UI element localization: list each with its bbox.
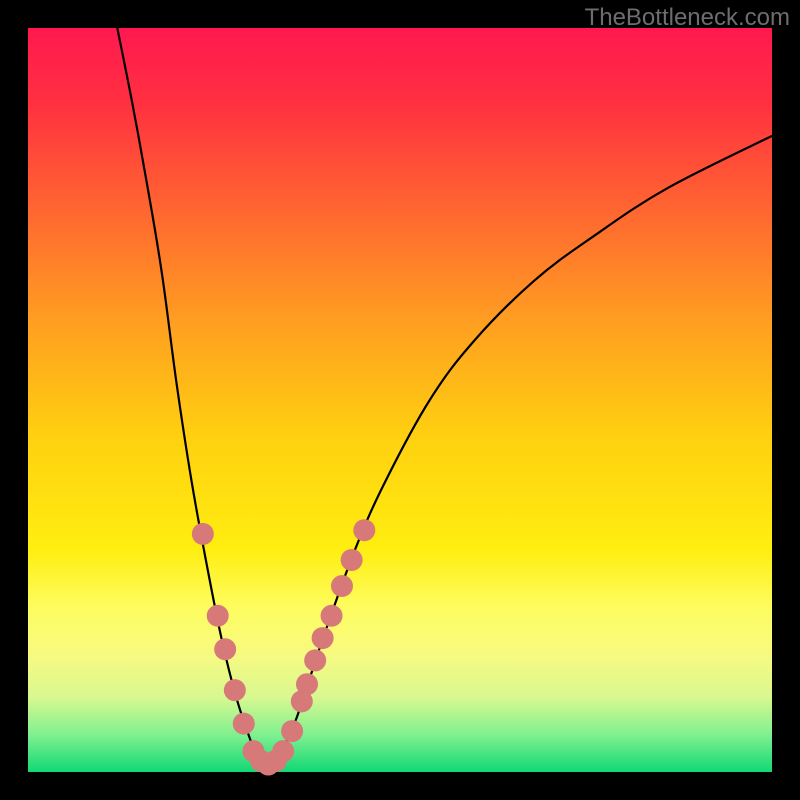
marker-dot xyxy=(192,523,214,545)
marker-dot xyxy=(331,575,353,597)
marker-dot xyxy=(233,713,255,735)
marker-dot xyxy=(214,638,236,660)
marker-dot xyxy=(207,605,229,627)
marker-dot xyxy=(341,549,363,571)
marker-dot xyxy=(281,720,303,742)
marker-dot xyxy=(224,679,246,701)
marker-dot xyxy=(321,605,343,627)
marker-dot xyxy=(353,519,375,541)
marker-dot xyxy=(304,649,326,671)
watermark-text: TheBottleneck.com xyxy=(585,4,790,32)
bottleneck-curve-chart xyxy=(0,0,800,800)
marker-dot xyxy=(296,673,318,695)
marker-dot xyxy=(312,627,334,649)
marker-dot xyxy=(272,740,294,762)
